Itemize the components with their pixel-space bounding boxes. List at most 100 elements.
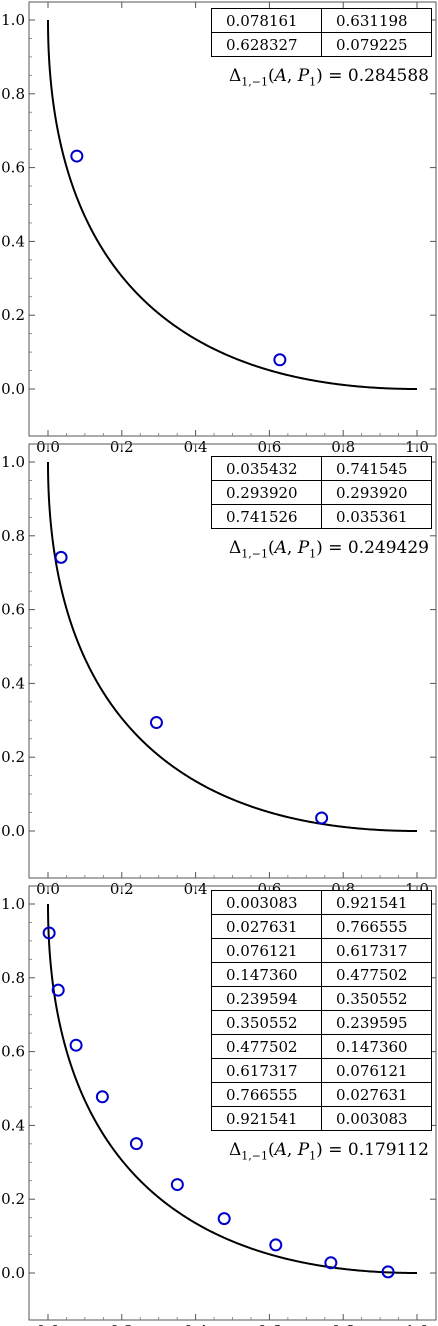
data-point: [69, 1038, 83, 1052]
y-tick-label: 0.2: [1, 306, 25, 324]
y-tick-label: 1.0: [1, 11, 25, 29]
metric-value: 0.249429: [347, 538, 429, 558]
table-row: 0.003083 0.921541: [211, 890, 432, 915]
chart-panel-3: 0.0 0.2 0.4 0.6 0.8 1.0 0.0 0.2 0.4 0.6 0.8 1.0 0.00…: [0, 884, 438, 1326]
y-tick-label: 0.6: [1, 1043, 25, 1061]
table-row: 0.350552 0.239595: [211, 1010, 432, 1035]
data-point: [51, 983, 65, 997]
table-row: 0.147360 0.477502: [211, 962, 432, 987]
x-tick-label: 0.2: [110, 1322, 134, 1326]
y-tick-label: 0.4: [1, 1116, 25, 1134]
data-point: [42, 926, 56, 940]
y-tick-label: 0.8: [1, 85, 25, 103]
table-cell-x: 0.076121: [211, 938, 322, 963]
table-cell-x: 0.035432: [211, 456, 322, 481]
data-point: [324, 1256, 338, 1270]
table-cell-y: 0.239595: [321, 1010, 432, 1035]
chart-panel-2: 0.0 0.2 0.4 0.6 0.8 1.0 0.0 0.2 0.4 0.6 0.8 1.0 0.03…: [0, 442, 438, 898]
table-cell-x: 0.078161: [211, 8, 322, 33]
table-row: 0.035432 0.741545: [211, 456, 432, 481]
table-cell-y: 0.921541: [321, 890, 432, 915]
table-row: 0.293920 0.293920: [211, 480, 432, 505]
table-row: 0.617317 0.076121: [211, 1058, 432, 1083]
table-row: 0.741526 0.035361: [211, 504, 432, 529]
table-cell-y: 0.741545: [321, 456, 432, 481]
y-tick-label: 0.4: [1, 232, 25, 250]
y-tick-label: 1.0: [1, 895, 25, 913]
table-cell-x: 0.239594: [211, 986, 322, 1011]
curve-line: [47, 462, 417, 832]
metric-value: 0.284588: [347, 66, 429, 86]
table-cell-y: 0.003083: [321, 1106, 432, 1131]
x-tick-label: 0.8: [331, 1322, 355, 1326]
points-table: 0.035432 0.741545 0.293920 0.293920 0.741526…: [211, 456, 432, 529]
data-point: [54, 550, 68, 564]
curve-line: [47, 20, 417, 390]
x-tick-label: 0.0: [36, 1322, 60, 1326]
table-cell-y: 0.076121: [321, 1058, 432, 1083]
metric-label: Δ1,−1(A, P1): [228, 1140, 323, 1163]
y-tick-label: 0.2: [1, 748, 25, 766]
table-cell-y: 0.766555: [321, 914, 432, 939]
metric-annotation: Δ1,−1(A, P1) = 0.284588: [228, 66, 429, 89]
data-point: [273, 353, 287, 367]
data-point: [129, 1137, 143, 1151]
y-tick-label: 0.6: [1, 159, 25, 177]
metric-label: Δ1,−1(A, P1): [228, 66, 323, 89]
table-cell-y: 0.350552: [321, 986, 432, 1011]
table-cell-x: 0.921541: [211, 1106, 322, 1131]
table-row: 0.477502 0.147360: [211, 1034, 432, 1059]
table-row: 0.078161 0.631198: [211, 8, 432, 33]
table-cell-x: 0.766555: [211, 1082, 322, 1107]
metric-annotation: Δ1,−1(A, P1) = 0.179112: [228, 1140, 429, 1163]
data-point: [70, 149, 84, 163]
data-point: [315, 811, 329, 825]
table-row: 0.076121 0.617317: [211, 938, 432, 963]
y-tick-label: 1.0: [1, 453, 25, 471]
metric-label: Δ1,−1(A, P1): [228, 538, 323, 561]
table-cell-x: 0.628327: [211, 32, 322, 57]
table-row: 0.239594 0.350552: [211, 986, 432, 1011]
y-tick-label: 0.8: [1, 969, 25, 987]
table-cell-x: 0.147360: [211, 962, 322, 987]
table-cell-x: 0.477502: [211, 1034, 322, 1059]
data-point: [269, 1238, 283, 1252]
table-cell-y: 0.027631: [321, 1082, 432, 1107]
y-tick-label: 0.6: [1, 601, 25, 619]
points-table: 0.003083 0.921541 0.027631 0.766555 0.076121…: [211, 890, 432, 1131]
chart-panel-1: 0.0 0.2 0.4 0.6 0.8 1.0 0.0 0.2 0.4 0.6 0.8 1.0 0.07…: [0, 0, 438, 456]
y-tick-label: 0.0: [1, 822, 25, 840]
table-cell-x: 0.293920: [211, 480, 322, 505]
metric-value: 0.179112: [347, 1140, 429, 1160]
data-point: [149, 716, 163, 730]
y-tick-label: 0.0: [1, 1264, 25, 1282]
data-point: [95, 1090, 109, 1104]
table-cell-y: 0.035361: [321, 504, 432, 529]
table-cell-y: 0.631198: [321, 8, 432, 33]
x-tick-label: 1.0: [405, 1322, 429, 1326]
table-cell-y: 0.079225: [321, 32, 432, 57]
table-cell-y: 0.477502: [321, 962, 432, 987]
table-row: 0.027631 0.766555: [211, 914, 432, 939]
chart-svg: 0.0 0.2 0.4 0.6 0.8 1.0 0.0 0.2 0.4 0.6 0.8 1.0: [1, 885, 437, 1326]
table-row: 0.921541 0.003083: [211, 1106, 432, 1131]
curve-line: [47, 904, 417, 1274]
y-tick-label: 0.0: [1, 380, 25, 398]
table-cell-y: 0.147360: [321, 1034, 432, 1059]
table-cell-y: 0.617317: [321, 938, 432, 963]
y-tick-label: 0.8: [1, 527, 25, 545]
table-row: 0.766555 0.027631: [211, 1082, 432, 1107]
table-cell-x: 0.027631: [211, 914, 322, 939]
x-tick-label: 0.4: [184, 1322, 208, 1326]
data-point: [170, 1178, 184, 1192]
y-tick-label: 0.2: [1, 1190, 25, 1208]
table-cell-x: 0.003083: [211, 890, 322, 915]
data-point: [381, 1265, 395, 1279]
data-point: [217, 1212, 231, 1226]
metric-annotation: Δ1,−1(A, P1) = 0.249429: [228, 538, 429, 561]
table-cell-y: 0.293920: [321, 480, 432, 505]
points-table: 0.078161 0.631198 0.628327 0.079225: [211, 8, 432, 57]
x-tick-label: 0.6: [257, 1322, 281, 1326]
table-row: 0.628327 0.079225: [211, 32, 432, 57]
table-cell-x: 0.617317: [211, 1058, 322, 1083]
